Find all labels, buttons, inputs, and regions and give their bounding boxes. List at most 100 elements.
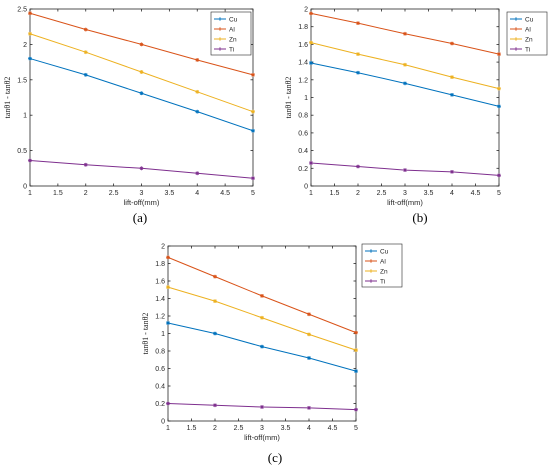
y-tick-label: 1 bbox=[23, 113, 27, 120]
data-point-ti bbox=[28, 158, 32, 163]
chart-panel-1: 1 1.5 2 2.5 3 3.5 4 4.5 5 0 0.5 1 1.5 2 2.5 lift-off(mm… bbox=[3, 7, 255, 226]
data-point-ti bbox=[213, 403, 217, 408]
legend-item-ti: Ti bbox=[365, 278, 385, 285]
y-tick-label: 1 bbox=[161, 331, 165, 338]
x-tick-label: 3 bbox=[260, 425, 264, 432]
chart-panel-3: 1 1.5 2 2.5 3 3.5 4 4.5 5 0 0.2 0.4 0.6 0.8 1 1.2 1.4 1.6… bbox=[141, 244, 403, 465]
y-axis-label: tanθ1 - tanθ2 bbox=[284, 77, 293, 119]
y-tick-label: 1.8 bbox=[155, 261, 165, 268]
data-point-zn bbox=[403, 62, 407, 67]
legend-label: Ti bbox=[229, 46, 234, 53]
legend-item-al: Al bbox=[510, 26, 531, 33]
legend-label: Al bbox=[380, 258, 386, 265]
data-point-al bbox=[260, 293, 264, 298]
x-tick-label: 4.5 bbox=[471, 190, 481, 197]
data-point-zn bbox=[354, 348, 358, 353]
legend-label: Zn bbox=[229, 36, 237, 43]
data-point-zn bbox=[195, 89, 200, 94]
x-tick-label: 2.5 bbox=[234, 425, 244, 432]
data-point-cu bbox=[307, 356, 311, 360]
data-point-cu bbox=[166, 321, 170, 325]
y-tick-label: 0 bbox=[304, 184, 308, 191]
data-point-ti bbox=[354, 407, 358, 412]
y-tick-label: 1.4 bbox=[298, 60, 308, 67]
data-point-cu bbox=[251, 128, 255, 133]
data-point-al bbox=[83, 27, 88, 32]
legend-label: Ti bbox=[525, 46, 530, 53]
y-tick-label: 0.4 bbox=[298, 148, 308, 155]
data-point-cu bbox=[213, 331, 217, 336]
y-tick-label: 0.2 bbox=[155, 401, 165, 408]
y-tick-label: 1.4 bbox=[155, 296, 165, 303]
data-point-ti bbox=[83, 162, 88, 167]
x-tick-label: 2.5 bbox=[109, 190, 119, 197]
x-tick-label: 3.5 bbox=[165, 190, 175, 197]
data-point-cu bbox=[403, 81, 407, 86]
data-point-al bbox=[450, 41, 454, 46]
data-point-ti bbox=[195, 171, 200, 176]
legend: Cu Al Zn Ti bbox=[506, 11, 548, 56]
y-tick-label: 1.2 bbox=[298, 77, 308, 84]
x-tick-label: 5 bbox=[497, 190, 501, 197]
x-tick-label: 2 bbox=[84, 190, 88, 197]
x-axis-label: lift-off(mm) bbox=[387, 198, 423, 207]
legend-item-cu: Cu bbox=[365, 248, 389, 255]
data-point-ti bbox=[450, 169, 454, 174]
legend-label: Al bbox=[229, 26, 235, 33]
y-tick-label: 2.5 bbox=[17, 7, 27, 14]
data-point-zn bbox=[251, 109, 255, 114]
x-axis-label: lift-off(mm) bbox=[124, 198, 160, 207]
legend: Cu Al Zn Ti bbox=[210, 11, 252, 56]
x-tick-label: 3 bbox=[403, 190, 407, 197]
y-tick-label: 1.5 bbox=[17, 77, 27, 84]
y-tick-label: 2 bbox=[161, 244, 165, 251]
data-point-al bbox=[166, 255, 170, 260]
y-tick-label: 0.6 bbox=[155, 366, 165, 373]
data-point-al bbox=[307, 312, 311, 317]
y-tick-label: 1.6 bbox=[298, 42, 308, 49]
data-point-al bbox=[403, 31, 407, 36]
chart-panel-2: 1 1.5 2 2.5 3 3.5 4 4.5 5 0 0.2 0.4 0.6 0.8 1 1.2 1.4 1.6… bbox=[284, 7, 548, 225]
data-point-cu bbox=[450, 92, 454, 97]
legend-item-ti: Ti bbox=[510, 46, 530, 53]
data-point-cu bbox=[356, 70, 360, 75]
data-point-al bbox=[309, 11, 313, 16]
y-tick-label: 2 bbox=[304, 7, 308, 14]
data-point-ti bbox=[497, 173, 501, 178]
data-point-ti bbox=[356, 164, 360, 169]
panel-label: (c) bbox=[268, 450, 282, 465]
y-axis-label: tanθ1 - tanθ2 bbox=[3, 77, 12, 119]
legend-item-cu: Cu bbox=[214, 16, 238, 23]
legend-item-cu: Cu bbox=[510, 16, 534, 23]
data-point-zn bbox=[166, 285, 170, 290]
y-tick-label: 0 bbox=[161, 419, 165, 426]
data-point-ti bbox=[139, 166, 144, 171]
y-tick-label: 0.8 bbox=[298, 113, 308, 120]
data-point-ti bbox=[309, 161, 313, 165]
data-point-ti bbox=[166, 401, 170, 406]
data-point-cu bbox=[497, 104, 501, 109]
legend-item-zn: Zn bbox=[214, 36, 237, 43]
x-tick-label: 2 bbox=[213, 425, 217, 432]
x-tick-label: 2 bbox=[356, 190, 360, 197]
y-tick-label: 1.6 bbox=[155, 279, 165, 286]
y-tick-label: 1.2 bbox=[155, 314, 165, 321]
y-tick-label: 1 bbox=[304, 95, 308, 102]
y-tick-label: 0.5 bbox=[17, 148, 27, 155]
y-tick-label: 0.4 bbox=[155, 384, 165, 391]
legend-label: Al bbox=[525, 26, 531, 33]
x-tick-label: 1.5 bbox=[187, 425, 197, 432]
data-point-ti bbox=[260, 405, 264, 409]
legend-label: Zn bbox=[525, 36, 533, 43]
panel-label: (a) bbox=[133, 210, 147, 225]
y-axis-label: tanθ1 - tanθ2 bbox=[141, 313, 150, 355]
data-point-zn bbox=[497, 86, 501, 91]
data-point-cu bbox=[28, 56, 32, 61]
data-point-zn bbox=[450, 75, 454, 80]
x-tick-label: 4 bbox=[307, 425, 311, 432]
data-point-zn bbox=[83, 50, 88, 55]
x-tick-label: 4.5 bbox=[328, 425, 338, 432]
x-tick-label: 4 bbox=[450, 190, 454, 197]
data-point-al bbox=[213, 274, 217, 279]
